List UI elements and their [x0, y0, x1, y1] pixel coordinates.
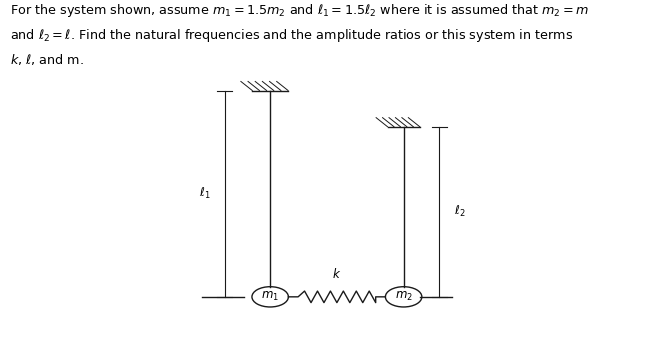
Text: $\ell_1$: $\ell_1$ — [199, 186, 210, 201]
Text: $k$, $\ell$, and m.: $k$, $\ell$, and m. — [10, 52, 84, 67]
Text: and $\ell_2 = \ell$. Find the natural frequencies and the amplitude ratios or th: and $\ell_2 = \ell$. Find the natural fr… — [10, 27, 573, 44]
Text: For the system shown, assume $m_1 = 1.5m_2$ and $\ell_1 = 1.5\ell_2$ where it is: For the system shown, assume $m_1 = 1.5m… — [10, 2, 589, 19]
Text: $\ell_2$: $\ell_2$ — [454, 204, 465, 219]
Text: $m_2$: $m_2$ — [395, 290, 413, 303]
Text: $k$: $k$ — [332, 266, 342, 281]
Text: $m_1$: $m_1$ — [261, 290, 279, 303]
